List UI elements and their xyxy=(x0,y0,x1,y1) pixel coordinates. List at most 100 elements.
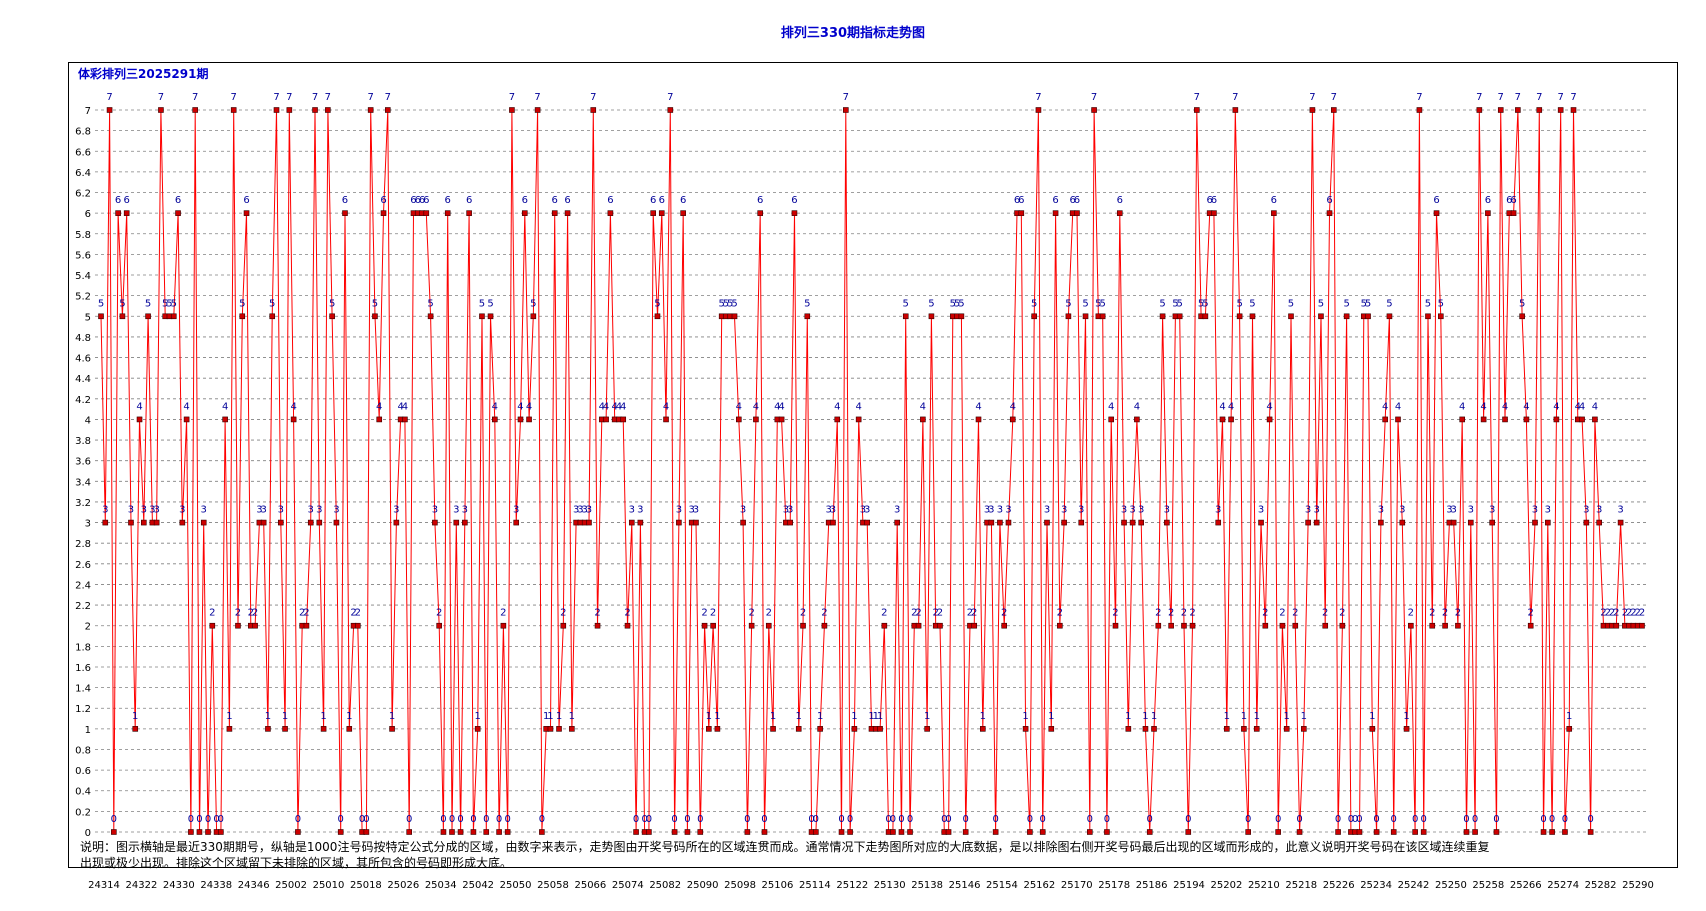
data-point xyxy=(367,107,374,113)
data-label: 1 xyxy=(547,711,553,722)
data-label: 0 xyxy=(1412,814,1418,825)
data-label: 1 xyxy=(346,711,352,722)
data-point xyxy=(607,210,614,216)
data-label: 4 xyxy=(290,401,296,412)
data-label: 0 xyxy=(188,814,194,825)
data-point xyxy=(1549,829,1555,835)
data-label: 3 xyxy=(586,505,592,516)
data-label: 3 xyxy=(260,505,266,516)
data-label: 7 xyxy=(367,92,373,103)
data-label: 5 xyxy=(1386,298,1392,309)
data-point xyxy=(676,519,682,526)
data-label: 0 xyxy=(440,814,446,825)
data-label: 6 xyxy=(1069,195,1075,206)
data-point xyxy=(1523,416,1530,423)
data-label: 2 xyxy=(252,608,258,619)
data-label: 0 xyxy=(1562,814,1568,825)
data-label: 3 xyxy=(693,505,699,516)
data-point xyxy=(1142,726,1149,732)
x-tick-label: 24330 xyxy=(163,880,195,891)
data-label: 2 xyxy=(933,608,939,619)
data-label: 6 xyxy=(552,195,558,206)
data-label: 3 xyxy=(1061,505,1067,516)
data-point xyxy=(1125,726,1132,732)
data-label: 3 xyxy=(1596,505,1602,516)
data-point xyxy=(1189,622,1196,629)
data-label: 0 xyxy=(1472,814,1478,825)
y-tick-label: 0.6 xyxy=(75,766,91,777)
data-point xyxy=(907,829,913,835)
data-label: 1 xyxy=(1301,711,1307,722)
data-label: 2 xyxy=(1322,608,1328,619)
data-label: 3 xyxy=(149,505,155,516)
data-label: 4 xyxy=(1553,401,1559,412)
data-label: 7 xyxy=(192,92,198,103)
data-point xyxy=(192,107,198,113)
data-label: 5 xyxy=(1236,298,1242,309)
data-label: 3 xyxy=(864,505,870,516)
data-label: 5 xyxy=(166,298,172,309)
data-point xyxy=(372,313,378,320)
data-point xyxy=(235,622,241,629)
y-tick-label: 6.8 xyxy=(75,127,91,138)
data-point xyxy=(402,416,408,423)
data-label: 6 xyxy=(791,195,797,206)
data-label: 3 xyxy=(333,505,339,516)
data-label: 2 xyxy=(1262,608,1268,619)
x-tick-label: 25162 xyxy=(1023,880,1055,891)
data-label: 6 xyxy=(1485,195,1491,206)
data-point xyxy=(226,726,233,732)
x-tick-label: 25138 xyxy=(911,880,943,891)
data-point xyxy=(1408,622,1414,629)
data-label: 0 xyxy=(111,814,117,825)
data-label: 3 xyxy=(1044,505,1050,516)
data-label: 2 xyxy=(1609,608,1615,619)
data-label: 0 xyxy=(483,814,489,825)
data-point xyxy=(423,210,430,216)
data-label: 4 xyxy=(1108,401,1114,412)
data-label: 1 xyxy=(868,711,874,722)
data-label: 2 xyxy=(701,608,707,619)
data-point xyxy=(1057,622,1063,629)
data-label: 6 xyxy=(466,195,472,206)
data-point xyxy=(693,519,699,526)
data-label: 0 xyxy=(813,814,819,825)
data-point xyxy=(1403,726,1410,732)
data-point xyxy=(1031,313,1037,320)
data-point xyxy=(667,107,674,113)
x-tick-label: 25114 xyxy=(799,880,831,891)
data-label: 3 xyxy=(308,505,314,516)
data-point xyxy=(449,829,455,835)
data-point xyxy=(1502,416,1508,423)
data-point xyxy=(1318,313,1324,320)
data-label: 2 xyxy=(594,608,600,619)
data-label: 5 xyxy=(903,298,909,309)
data-label: 1 xyxy=(1284,711,1290,722)
data-point xyxy=(962,829,969,835)
data-label: 1 xyxy=(320,711,326,722)
data-point xyxy=(650,210,656,216)
data-point xyxy=(997,519,1003,526)
data-point xyxy=(1292,622,1299,629)
y-tick-label: 6 xyxy=(85,209,91,220)
x-tick-label: 25170 xyxy=(1061,880,1093,891)
y-tick-label: 0 xyxy=(85,828,91,839)
data-label: 2 xyxy=(1189,608,1195,619)
data-point xyxy=(697,829,704,835)
data-label: 1 xyxy=(1125,711,1131,722)
data-label: 4 xyxy=(1592,401,1598,412)
data-label: 3 xyxy=(1005,505,1011,516)
data-label: 6 xyxy=(680,195,686,206)
data-point xyxy=(1356,829,1363,835)
data-point xyxy=(119,313,126,320)
data-label: 0 xyxy=(1027,814,1033,825)
x-tick-label: 25282 xyxy=(1585,880,1617,891)
data-point xyxy=(757,210,764,216)
data-point xyxy=(1309,107,1316,113)
data-label: 6 xyxy=(380,195,386,206)
data-point xyxy=(1253,726,1260,732)
data-label: 2 xyxy=(1605,608,1611,619)
data-point xyxy=(376,416,383,423)
data-label: 1 xyxy=(770,711,776,722)
data-point xyxy=(1545,519,1551,526)
